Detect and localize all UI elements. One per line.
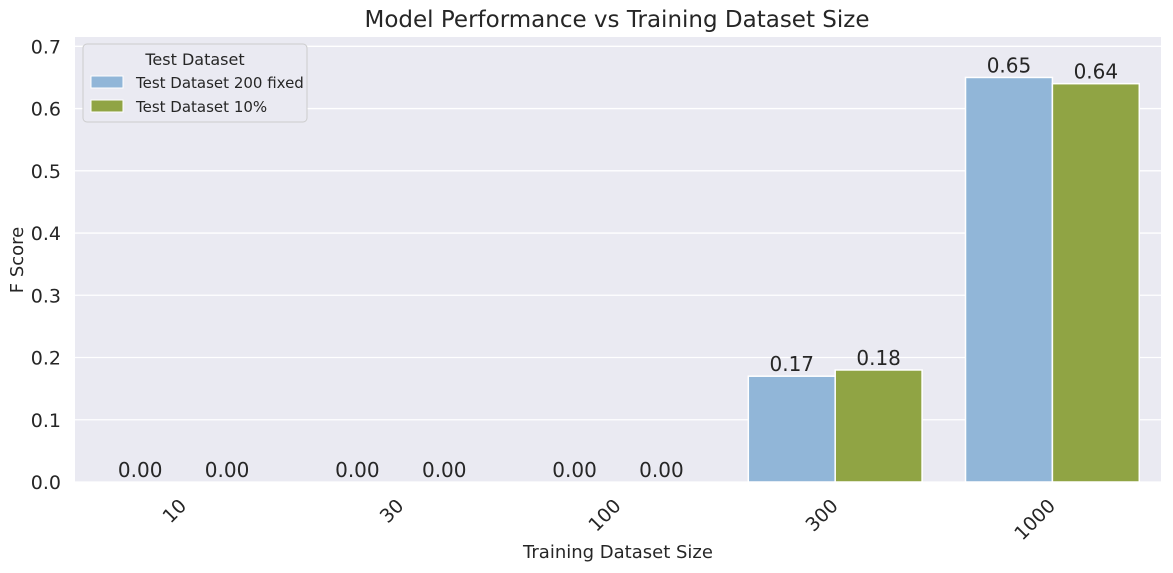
bar-value-label: 0.65 [987,53,1032,77]
legend-swatch [90,75,124,89]
bar [964,76,1054,483]
y-tick-label: 0.3 [31,285,61,307]
bar-value-label: 0.64 [1074,60,1119,84]
y-tick-label: 0.1 [31,410,61,432]
bar-labels: 0.00 0.00 0.00 0.00 0.00 0.00 0.17 0.18 0.65 0.64 [118,53,1118,482]
y-tick-label: 0.7 [31,36,61,58]
bar [747,375,836,483]
x-axis-ticks: 10 30 100 300 1000 [158,495,1059,545]
bar-value-label: 0.00 [205,458,250,482]
bar-value-label: 0.00 [118,458,163,482]
y-tick-label: 0.6 [31,99,61,121]
x-tick-label: 300 [802,495,843,536]
y-axis-ticks: 0.0 0.1 0.2 0.3 0.4 0.5 0.6 0.7 [31,36,61,494]
legend-label: Test Dataset 200 fixed [135,74,304,92]
x-tick-label: 100 [584,495,625,536]
legend-swatch [90,99,124,113]
x-tick-label: 30 [376,495,409,528]
x-tick-label: 10 [158,495,191,528]
x-tick-label: 1000 [1010,495,1060,545]
legend-box [82,43,308,123]
legend: Test Dataset Test Dataset 200 fixed Test … [82,43,308,123]
bar-value-label: 0.17 [769,352,814,376]
y-tick-label: 0.2 [31,348,61,370]
legend-title: Test Dataset [144,50,244,69]
bar-value-label: 0.00 [639,458,684,482]
y-tick-label: 0.4 [31,223,61,245]
y-axis-label: F Score [7,227,28,294]
y-tick-label: 0.0 [31,472,61,494]
legend-label: Test Dataset 10% [135,98,267,116]
bar-value-label: 0.00 [422,458,467,482]
x-axis-label: Training Dataset Size [522,542,713,563]
bar-value-label: 0.18 [856,346,901,370]
bar [834,369,923,483]
y-tick-label: 0.5 [31,161,61,183]
bar-value-label: 0.00 [335,458,380,482]
bar-value-label: 0.00 [552,458,597,482]
bars [747,76,1141,483]
bar [1051,82,1141,483]
chart-title: Model Performance vs Training Dataset Si… [365,7,870,33]
